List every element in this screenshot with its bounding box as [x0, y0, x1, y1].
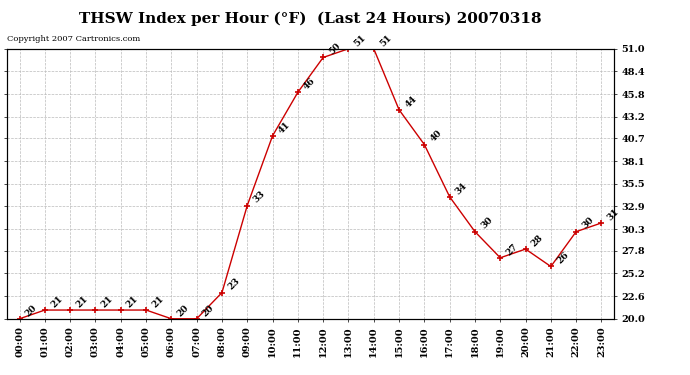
Text: 44: 44: [403, 94, 418, 109]
Text: 28: 28: [530, 233, 545, 248]
Text: 40: 40: [428, 129, 444, 144]
Text: 51: 51: [378, 33, 393, 48]
Text: 50: 50: [327, 42, 342, 57]
Text: 51: 51: [353, 33, 368, 48]
Text: 27: 27: [504, 242, 520, 257]
Text: 20: 20: [201, 303, 216, 318]
Text: 21: 21: [75, 294, 90, 309]
Text: 26: 26: [555, 251, 571, 266]
Text: 31: 31: [606, 207, 621, 222]
Text: 30: 30: [580, 216, 595, 231]
Text: Copyright 2007 Cartronics.com: Copyright 2007 Cartronics.com: [7, 35, 140, 44]
Text: 46: 46: [302, 76, 317, 92]
Text: 33: 33: [251, 189, 267, 205]
Text: 21: 21: [150, 294, 166, 309]
Text: THSW Index per Hour (°F)  (Last 24 Hours) 20070318: THSW Index per Hour (°F) (Last 24 Hours)…: [79, 11, 542, 26]
Text: 34: 34: [454, 181, 469, 196]
Text: 20: 20: [175, 303, 190, 318]
Text: 23: 23: [226, 276, 242, 292]
Text: 20: 20: [23, 303, 39, 318]
Text: 30: 30: [479, 216, 494, 231]
Text: 41: 41: [277, 120, 292, 135]
Text: 21: 21: [49, 294, 64, 309]
Text: 21: 21: [99, 294, 115, 309]
Text: 21: 21: [125, 294, 140, 309]
